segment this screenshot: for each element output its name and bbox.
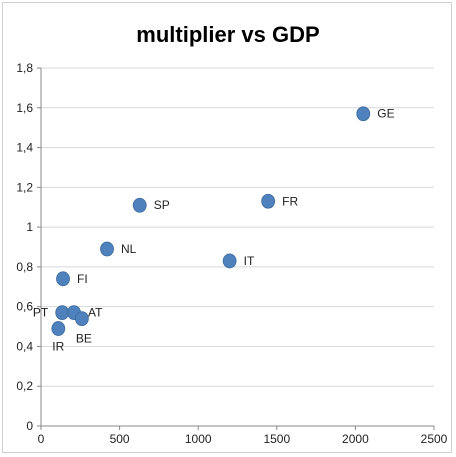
x-tick-labels: 0 500 1000 1500 2000 2500	[38, 432, 448, 446]
y-tick-label: 0,2	[16, 379, 33, 393]
x-tick-label: 1000	[185, 432, 212, 446]
data-point-fi	[56, 271, 70, 287]
y-tick-label: 0,6	[16, 300, 33, 314]
point-label-pt: PT	[33, 306, 49, 320]
x-tick-label: 2500	[421, 432, 448, 446]
point-label-fi: FI	[77, 272, 88, 286]
axes	[37, 67, 435, 430]
point-label-nl: NL	[121, 242, 137, 256]
y-tick-label: 0	[26, 419, 33, 433]
data-point-be	[74, 311, 89, 327]
x-tick-label: 1500	[263, 432, 290, 446]
x-tick-label: 500	[110, 432, 130, 446]
y-tick-labels: 0 0,2 0,4 0,6 0,8 1 1,2 1,4 1,6 1,8	[16, 61, 33, 433]
data-point-nl	[100, 241, 114, 257]
point-label-be: BE	[76, 332, 92, 346]
data-point-pt	[55, 305, 70, 321]
point-label-it: IT	[244, 254, 255, 268]
y-tick-label: 0,4	[16, 339, 33, 353]
y-tick-label: 1,2	[16, 180, 33, 194]
point-labels: GE FR SP IT NL FI PT AT BE IR	[33, 107, 395, 354]
y-tick-label: 1	[26, 220, 33, 234]
chart-title: multiplier vs GDP	[136, 22, 320, 47]
data-point-sp	[132, 197, 147, 213]
data-point-it	[222, 253, 237, 269]
data-point-ge	[356, 106, 371, 122]
y-tick-label: 0,8	[16, 260, 33, 274]
gridlines	[41, 67, 434, 387]
data-point-ir	[51, 321, 66, 336]
point-label-fr: FR	[282, 194, 298, 208]
point-label-ir: IR	[52, 340, 64, 354]
y-tick-label: 1,6	[16, 101, 33, 115]
y-tick-label: 1,4	[16, 141, 33, 155]
y-tick-label: 1,8	[16, 61, 33, 75]
x-tick-label: 0	[38, 432, 45, 446]
data-point-fr	[261, 193, 276, 209]
x-tick-label: 2000	[342, 432, 369, 446]
point-label-at: AT	[88, 306, 103, 320]
data-points	[51, 106, 371, 336]
point-label-ge: GE	[377, 107, 394, 121]
point-label-sp: SP	[154, 198, 170, 212]
